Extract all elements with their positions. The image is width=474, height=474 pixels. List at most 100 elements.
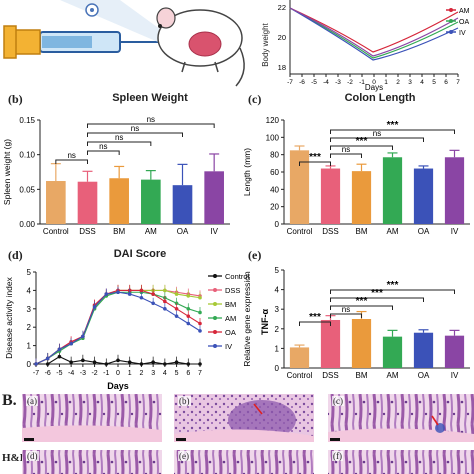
x-tick-label: OA	[418, 371, 430, 380]
bar	[46, 181, 66, 224]
panel-e-letter: (e)	[248, 248, 262, 262]
x-tick-label: DSS	[322, 371, 338, 380]
bar	[320, 168, 341, 224]
spleen-chart-title: Spleen Weight	[112, 92, 188, 104]
significance-bracket	[330, 153, 362, 158]
y-tick-label: 0.00	[19, 220, 35, 229]
significance-label: ***	[356, 296, 368, 307]
y-tick-label: 2	[27, 323, 32, 332]
bw-line-am	[289, 7, 459, 53]
x-tick-label: 2	[139, 370, 143, 377]
data-point	[174, 292, 179, 296]
bw-xtick-label: -6	[299, 79, 305, 86]
data-point	[45, 356, 50, 361]
data-point	[57, 347, 62, 352]
significance-label: ns	[67, 151, 75, 160]
x-tick-label: OA	[177, 227, 189, 236]
significance-label: ns	[342, 305, 350, 314]
body-weight-xticks: -7 -6 -5 -4 -3 -2 -1 0 1 2 3 4 5 6 7	[287, 74, 460, 86]
series-line	[35, 289, 201, 365]
data-point	[186, 307, 191, 311]
significance-label: ns	[342, 145, 350, 154]
y-tick-label: 3	[275, 305, 280, 314]
significance-bracket	[87, 150, 120, 155]
significance-label: ns	[147, 115, 155, 124]
bw-xtick-label: 0	[372, 79, 376, 86]
panel-b-letter: (b)	[8, 92, 23, 106]
data-point	[174, 307, 179, 311]
bw-xtick-label: -7	[287, 79, 293, 86]
data-point	[127, 292, 132, 296]
bar	[444, 157, 465, 224]
data-point	[198, 295, 202, 300]
bar	[204, 171, 224, 224]
bar	[413, 168, 434, 224]
y-tick-label: 60	[270, 168, 279, 177]
y-tick-label: 4	[275, 286, 280, 295]
x-tick-label: -3	[80, 370, 86, 377]
legend-iv: IV	[459, 30, 466, 37]
histology-label-b: (b)	[178, 396, 191, 406]
significance-bracket	[330, 137, 424, 142]
section-b-label: B.	[2, 392, 17, 409]
bar	[444, 335, 465, 368]
significance-label: ns	[99, 142, 107, 151]
x-tick-label: IV	[210, 227, 218, 236]
body-weight-xlabel: Days	[365, 83, 383, 92]
data-point	[92, 360, 97, 364]
data-point	[186, 294, 191, 298]
legend-label: BM	[225, 300, 236, 309]
histology-image-d	[22, 450, 162, 474]
y-tick-label: 1	[275, 344, 280, 353]
bw-xtick-label: 4	[420, 79, 424, 86]
mouse-icon	[156, 7, 245, 87]
significance-label: ***	[387, 120, 399, 131]
x-tick-label: 3	[151, 370, 155, 377]
x-tick-label: 4	[163, 370, 167, 377]
legend-label: Control	[225, 272, 250, 281]
body-weight-chart: Body weight 22 20 18 -7 -6 -5 -4 -3 -2 -1 0 1 2 3 4 5 6…	[261, 0, 470, 92]
y-axis-label: Disease activity index	[4, 276, 14, 358]
data-point	[81, 334, 85, 339]
significance-label: ns	[373, 129, 381, 138]
histology-label-f: (f)	[332, 451, 343, 461]
data-point	[69, 360, 73, 364]
significance-bracket	[330, 313, 362, 318]
y-tick-label: 20	[270, 203, 279, 212]
y-tick-label: 3	[27, 305, 32, 314]
legend-label: IV	[225, 342, 232, 351]
histology-image-e	[174, 450, 314, 474]
x-tick-label: BM	[113, 227, 125, 236]
data-point	[163, 288, 167, 293]
data-point	[174, 360, 179, 364]
bw-line-other	[289, 7, 459, 57]
legend-marker	[213, 288, 217, 292]
x-tick-label: BM	[356, 371, 368, 380]
bw-xtick-label: 7	[456, 79, 460, 86]
legend-marker	[213, 344, 217, 348]
y-tick-label: 0	[275, 364, 280, 373]
bar	[413, 332, 434, 368]
legend-marker	[213, 330, 217, 334]
x-tick-label: -4	[68, 370, 74, 377]
bw-ytick: 20	[278, 33, 286, 42]
body-weight-legend: AM OA IV	[446, 8, 470, 37]
bw-ytick: 22	[278, 3, 286, 12]
y-tick-label: 0.15	[19, 116, 35, 125]
x-tick-label: AM	[387, 227, 399, 236]
data-point	[186, 321, 191, 326]
bw-xtick-label: -3	[335, 79, 341, 86]
data-point	[104, 362, 109, 366]
bar	[172, 185, 193, 224]
legend-am: AM	[459, 8, 470, 15]
y-tick-label: 2	[275, 325, 280, 334]
bw-xtick-label: 2	[396, 79, 400, 86]
data-point	[139, 295, 144, 300]
x-tick-label: 5	[175, 370, 179, 377]
data-point	[186, 314, 191, 318]
significance-label: ***	[309, 152, 321, 163]
y-axis-label: Spleen weight (g)	[2, 139, 12, 205]
bar	[351, 171, 372, 224]
significance-bracket	[330, 129, 455, 134]
x-tick-label: -2	[91, 370, 97, 377]
